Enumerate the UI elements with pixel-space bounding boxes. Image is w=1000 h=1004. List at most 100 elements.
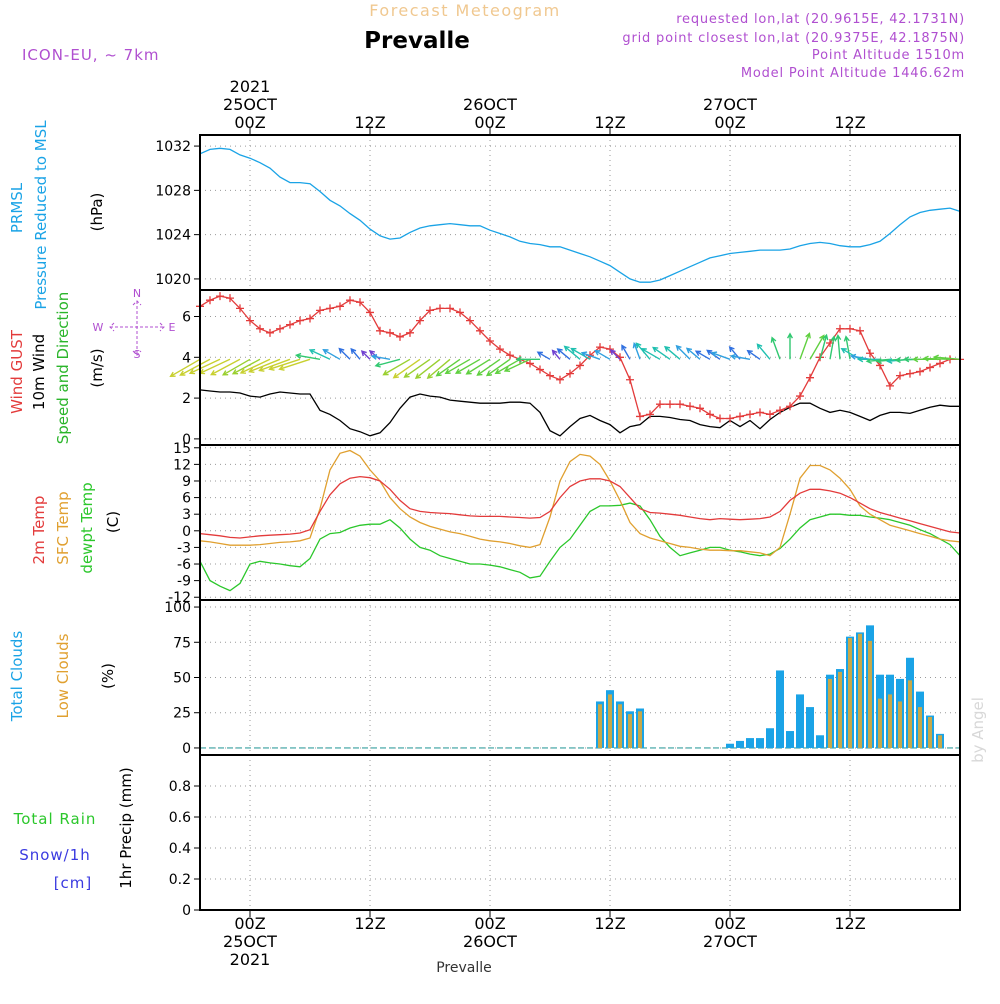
station-title: Prevalle (364, 28, 470, 54)
wind-label-gust: Wind GUST (8, 329, 26, 414)
wind-direction-arrow (843, 335, 851, 360)
gust-marker (226, 294, 234, 303)
wind-direction-arrow (710, 351, 731, 360)
gust-marker (736, 412, 744, 421)
wind-direction-arrow (515, 356, 540, 363)
wind-direction-arrow (503, 358, 531, 372)
y-tick-label: 2 (182, 391, 191, 407)
wind-direction-arrow (746, 349, 761, 360)
gust-marker (366, 308, 374, 317)
bottom-tick-label: 00Z (234, 914, 265, 933)
wind-panel: 0 2 4 6 Wind GUST 10m Wind Speed and Direction… (8, 287, 964, 448)
total-clouds-bar (766, 728, 774, 748)
bottom-tick-label: 27OCT (703, 932, 757, 951)
wind-direction-arrow (835, 333, 842, 360)
low-clouds-bar (888, 694, 892, 748)
panels: 1020 1024 1028 1032 PRMSL Pressure Reduced to… (8, 120, 964, 919)
wind-direction-arrow (392, 358, 421, 379)
gust-marker (746, 410, 754, 419)
gust-marker (806, 373, 814, 382)
gust-marker (376, 326, 384, 335)
wind-direction-arrow (278, 358, 311, 371)
wind-direction-arrow (210, 358, 241, 376)
precip-unit: 1hr Precip (mm) (117, 767, 135, 888)
gust-marker (906, 369, 914, 378)
gust-marker (886, 381, 894, 390)
low-clouds-bar (938, 735, 942, 748)
bottom-tick-label: 00Z (474, 914, 505, 933)
compass-arrows (109, 300, 165, 356)
total-clouds-bar (736, 740, 744, 748)
low-clouds-bar (858, 633, 862, 748)
y-tick-label: 4 (182, 350, 191, 366)
total-clouds-bar (746, 738, 754, 748)
gust-marker (496, 345, 504, 354)
y-tick-label: 9 (182, 474, 191, 490)
total-clouds-bar (726, 743, 734, 748)
gust-marker (506, 351, 514, 360)
wind-direction-arrow (551, 349, 561, 360)
sfc-temp-line (199, 449, 961, 557)
gust-marker (246, 316, 254, 325)
wind-direction-arrow (258, 358, 291, 372)
gust-marker (656, 400, 664, 409)
supertitle: Forecast Meteogram (369, 1, 560, 20)
wind-direction-arrow (370, 353, 391, 360)
gust-marker (396, 332, 404, 341)
gust-marker (356, 298, 364, 307)
gust-marker (786, 402, 794, 411)
top-tick-label: 00Z (234, 113, 265, 132)
total-clouds-bar (786, 731, 794, 748)
gust-marker (236, 304, 244, 313)
wind-direction-arrow (609, 349, 621, 360)
wind-direction-arrow (570, 347, 591, 360)
low-clouds-bar (638, 711, 642, 748)
wind-direction-arrow (322, 349, 341, 360)
gust-marker (836, 324, 844, 333)
top-tick-label: 27OCT (703, 95, 757, 114)
gust-marker (856, 326, 864, 335)
wind-direction-arrow (248, 358, 281, 373)
pressure-label-2: Pressure Reduced to MSL (32, 120, 50, 310)
total-clouds-bar (796, 694, 804, 748)
bottom-tick-label: 12Z (354, 914, 385, 933)
gust-marker (446, 304, 454, 313)
wind-label-10m: 10m Wind (30, 334, 48, 410)
gust-marker (486, 336, 494, 345)
wind-direction-arrow (799, 332, 811, 360)
wind-direction-arrow (580, 351, 601, 360)
low-clouds-bar (618, 704, 622, 748)
gust-marker (676, 400, 684, 409)
low-clouds-bar (828, 678, 832, 748)
gust-marker (866, 349, 874, 358)
gust-marker (536, 365, 544, 374)
y-tick-label: 1028 (155, 183, 191, 199)
wind-label-dir: Speed and Direction (54, 292, 72, 445)
wind-direction-arrow (179, 358, 211, 376)
y-tick-label: 0 (182, 524, 191, 540)
gust-marker (566, 369, 574, 378)
gust-marker (666, 400, 674, 409)
wind-direction-arrow (465, 358, 491, 375)
bottom-tick-label: 25OCT (223, 932, 277, 951)
top-tick-label: 00Z (474, 113, 505, 132)
wind-direction-arrow (556, 348, 571, 360)
compass-n: N (133, 287, 141, 300)
pressure-unit: (hPa) (88, 193, 106, 232)
temp-label-2m: 2m Temp (30, 496, 48, 565)
bottom-tick-label: 00Z (714, 914, 745, 933)
top-tick-label: 26OCT (463, 95, 517, 114)
y-tick-label: 6 (182, 310, 191, 326)
gust-marker (756, 408, 764, 417)
y-tick-label: 1032 (155, 139, 191, 155)
total-clouds-bar (776, 670, 784, 748)
wind-direction-arrow (308, 349, 331, 360)
y-tick-label: 75 (173, 635, 191, 651)
wind-direction-arrow (694, 350, 711, 360)
wind-direction-arrow (663, 345, 681, 360)
wind-direction-arrow (485, 358, 511, 377)
wind-direction-arrow (594, 350, 611, 360)
gust-marker (476, 326, 484, 335)
